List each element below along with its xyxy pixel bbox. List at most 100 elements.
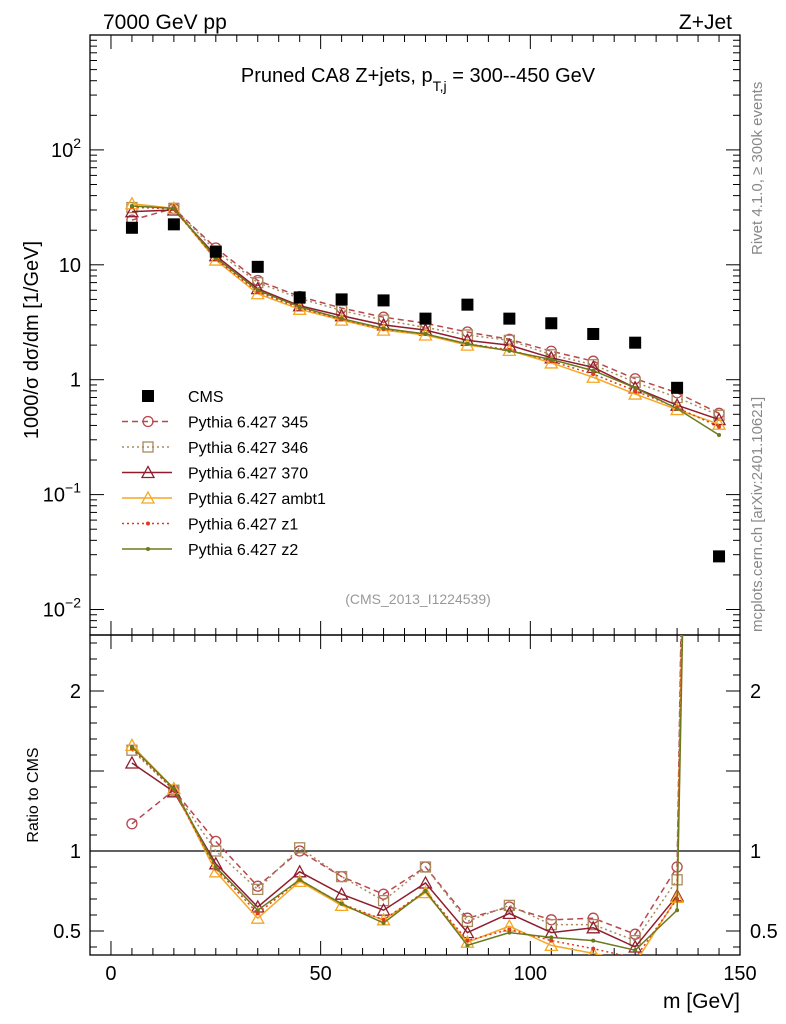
series-1-ratio-point [419, 861, 432, 873]
series-5-ratio-point [633, 948, 638, 953]
series-3-ratio-point [629, 957, 641, 968]
legend: CMS Pythia 6.427 345 Pythia 6.427 346 Pythi… [122, 389, 326, 559]
ratio-y-tick-label: 1 [750, 841, 761, 863]
analysis-label: (CMS_2013_I1224539) [345, 591, 491, 607]
series-4-ratio-point [633, 956, 637, 960]
ratio-y-tick-label: 1 [70, 841, 81, 863]
series-5-main-point [381, 326, 386, 331]
series-4-ratio-point [255, 911, 260, 916]
series-2-ratio-line [131, 635, 683, 948]
legend-marker [142, 441, 154, 453]
series-2-main-point [124, 204, 140, 218]
series-3-ratio-point [544, 938, 559, 952]
series-5-main-point [129, 203, 134, 208]
series-1-ratio-point [294, 842, 306, 854]
series-5-ratio-point [549, 935, 554, 940]
energy-label: 7000 GeV pp [103, 11, 227, 34]
series-4-ratio-point [591, 946, 596, 951]
series-2-ratio-point [502, 906, 517, 920]
series-3-main-point [292, 301, 307, 315]
legend-entry: Pythia 6.427 345 [122, 415, 308, 432]
series-5-main-point [423, 331, 428, 336]
rivet-version-label: Rivet 4.1.0, ≥ 300k events [749, 82, 766, 255]
ratio-y-tick-label: 2 [70, 681, 81, 703]
series-4-main-point [717, 424, 722, 429]
x-axis-label: m [GeV] [663, 990, 740, 1013]
main-x-ticks [110, 35, 741, 635]
series-5-main-point [591, 368, 596, 373]
series-2-ratio-point [586, 920, 601, 934]
legend-marker [142, 390, 154, 402]
series-1-ratio [126, 635, 683, 947]
series-0-ratio-point [461, 912, 474, 924]
series-5-ratio-point [675, 908, 680, 913]
series-5-ratio-point [339, 901, 344, 906]
main-y-tick-label: 10 [59, 255, 81, 277]
series-0-ratio-point [377, 888, 390, 900]
ratio-series-layer [124, 635, 685, 968]
legend-entry: Pythia 6.427 z1 [122, 517, 298, 534]
series-1-ratio-point [503, 899, 516, 912]
legend-entry: Pythia 6.427 ambt1 [122, 490, 326, 508]
series-3-main-point [711, 416, 727, 430]
cms-data-point [587, 327, 600, 340]
cms-data-point [293, 291, 306, 304]
legend-entry: Pythia 6.427 346 [122, 440, 308, 457]
legend-label: Pythia 6.427 345 [188, 415, 308, 432]
ratio-y-ticks: 0.5 0.5 1 1 2 2 [53, 642, 778, 948]
series-5-main-point [171, 206, 176, 211]
series-5-main-point [675, 406, 680, 411]
series-5-ratio-point [255, 908, 260, 913]
cms-data-point [629, 336, 642, 349]
main-panel: 10−2 10−1 1 10 102 Pruned CA8 Z+jets, pT,j =… [21, 34, 741, 636]
series-0-ratio-point [210, 835, 222, 848]
series-4-main-point [633, 388, 638, 393]
series-3-main-point [250, 286, 265, 300]
cms-data-point [545, 317, 558, 330]
series-1-main-point [713, 409, 725, 421]
series-5-main-point [465, 341, 470, 346]
series-5-ratio [129, 635, 684, 953]
series-3-ratio-point [418, 885, 433, 899]
main-y-tick-label: 10−1 [43, 480, 81, 507]
main-y-tick-label: 1 [70, 370, 81, 392]
x-tick-label: 50 [310, 963, 332, 985]
series-3-ratio-point [250, 910, 265, 924]
series-5-main-point [633, 385, 638, 390]
series-2-ratio-point [376, 902, 391, 916]
plot-title: Pruned CA8 Z+jets, pT,j = 300--450 GeV [241, 65, 596, 94]
series-5-main-point [255, 288, 260, 293]
series-1-ratio-point [377, 894, 390, 907]
cms-data-point [419, 312, 432, 325]
series-2-ratio-point [292, 864, 307, 878]
series-3-ratio-point [588, 946, 599, 955]
series-3-ratio-point [208, 864, 223, 878]
process-label: Z+Jet [679, 11, 732, 34]
series-5-ratio-point [171, 786, 176, 791]
series-0-main-line [131, 207, 720, 414]
x-tick-label: 100 [514, 963, 547, 985]
mcplots-label: mcplots.cern.ch [arXiv:2401.10621] [749, 397, 766, 632]
series-5-ratio-point [213, 865, 218, 869]
series-5-ratio-point [423, 889, 428, 893]
series-5-main-point [717, 433, 722, 438]
cms-data-point [251, 260, 264, 273]
ratio-frame [89, 634, 741, 956]
series-2-ratio-point [418, 875, 433, 889]
legend-entry: CMS [142, 389, 224, 406]
legend-label: Pythia 6.427 z2 [188, 542, 298, 559]
legend-entry: Pythia 6.427 z2 [122, 542, 298, 559]
legend-label: Pythia 6.427 z1 [188, 517, 298, 534]
cms-data-point [461, 298, 474, 311]
ratio-y-tick-label: 0.5 [53, 921, 81, 943]
series-4-ratio-point [507, 927, 512, 932]
series-3-main-point [586, 369, 601, 383]
series-4-ratio-point [465, 938, 470, 943]
ratio-y-tick-label: 2 [750, 681, 761, 703]
cms-data-point [167, 218, 180, 231]
cms-data-point [125, 221, 138, 234]
legend-entry: Pythia 6.427 370 [122, 465, 308, 483]
series-2-ratio-point [166, 784, 181, 798]
main-y-tick-label: 102 [51, 135, 81, 162]
series-2-main-point [166, 202, 181, 216]
